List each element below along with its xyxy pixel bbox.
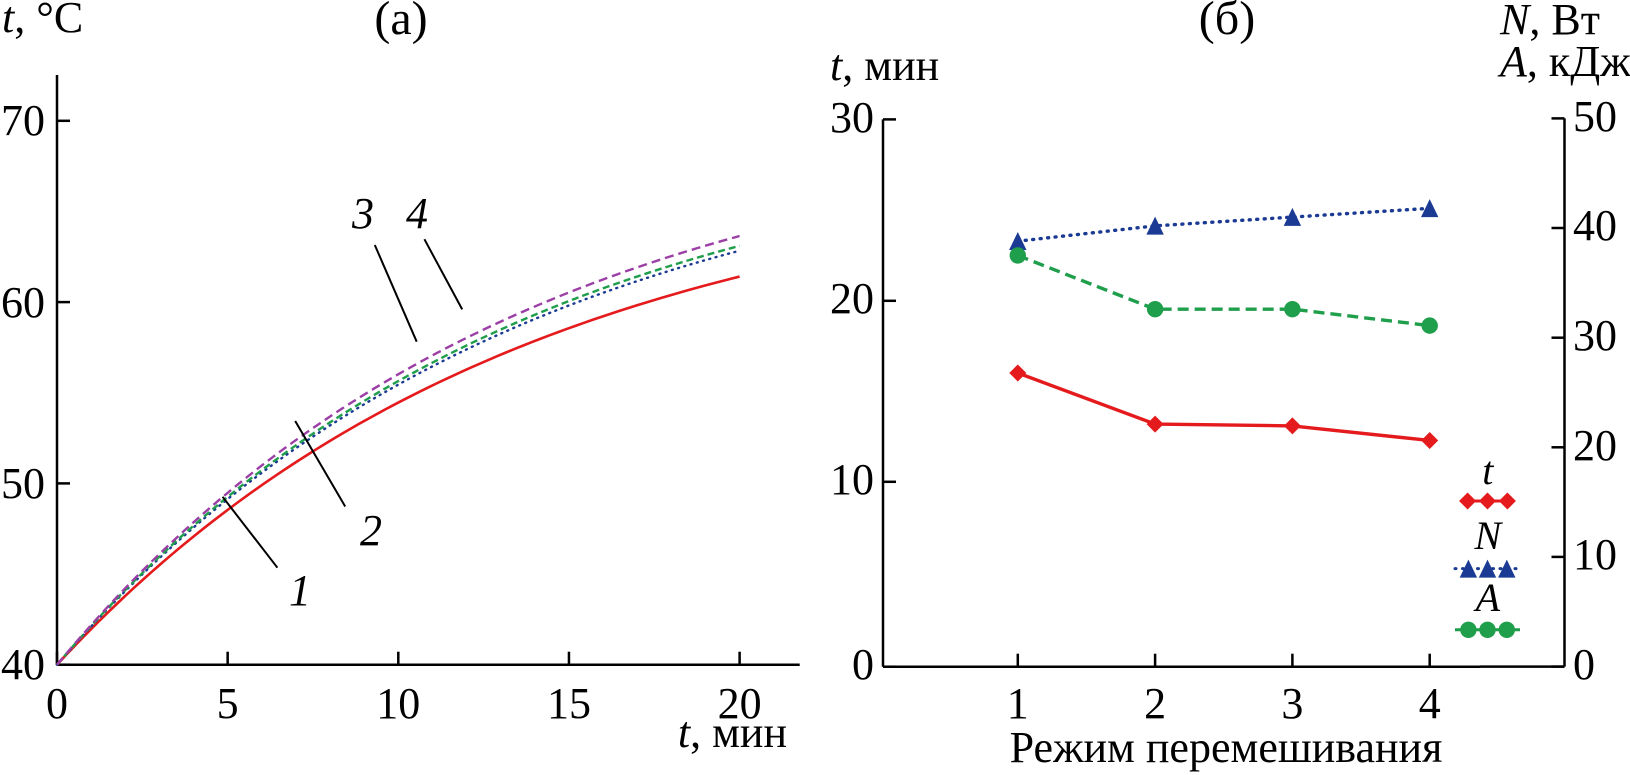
svg-text:1: 1: [289, 566, 311, 615]
svg-text:40: 40: [1573, 201, 1617, 250]
svg-text:30: 30: [830, 93, 874, 142]
svg-text:0: 0: [1573, 640, 1595, 689]
svg-text:N: N: [1473, 513, 1503, 558]
svg-text:10: 10: [1573, 530, 1617, 579]
svg-text:0: 0: [46, 679, 68, 728]
svg-text:(б): (б): [1199, 0, 1255, 45]
svg-text:15: 15: [547, 679, 591, 728]
svg-text:(a): (a): [374, 0, 427, 45]
svg-text:60: 60: [1, 278, 45, 327]
svg-text:3: 3: [351, 189, 374, 238]
svg-text:Режим перемешивания: Режим перемешивания: [1010, 723, 1443, 772]
svg-text:t, °C: t, °C: [2, 0, 83, 42]
svg-text:20: 20: [1573, 421, 1617, 470]
svg-text:A: A: [1473, 575, 1501, 620]
svg-text:10: 10: [830, 455, 874, 504]
svg-text:70: 70: [1, 96, 45, 145]
svg-text:50: 50: [1573, 92, 1617, 141]
svg-text:5: 5: [217, 679, 239, 728]
svg-text:2: 2: [360, 506, 382, 555]
svg-text:30: 30: [1573, 311, 1617, 360]
svg-text:4: 4: [406, 189, 428, 238]
svg-text:1: 1: [1007, 679, 1029, 728]
svg-text:0: 0: [852, 640, 874, 689]
svg-text:2: 2: [1144, 679, 1166, 728]
svg-text:3: 3: [1281, 679, 1303, 728]
svg-text:20: 20: [830, 274, 874, 323]
svg-text:4: 4: [1419, 679, 1441, 728]
svg-text:t: t: [1482, 448, 1494, 493]
svg-text:10: 10: [376, 679, 420, 728]
svg-text:50: 50: [1, 459, 45, 508]
svg-text:t, мин: t, мин: [830, 41, 939, 90]
svg-text:A, кДж: A, кДж: [1497, 37, 1630, 86]
svg-text:t, мин: t, мин: [678, 708, 787, 757]
svg-text:40: 40: [1, 640, 45, 689]
